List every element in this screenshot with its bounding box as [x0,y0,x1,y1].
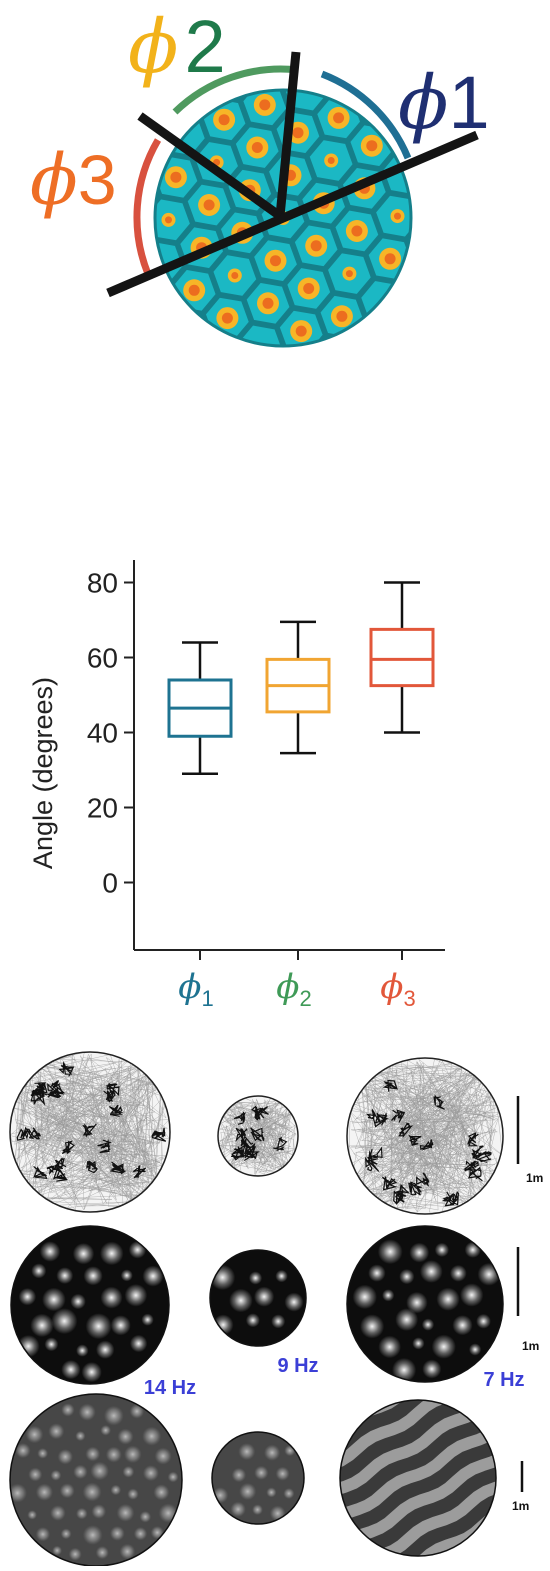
angle-box-plot: 0 20 40 60 80 Angle (degrees) ϕ1 ϕ2 ϕ3 [28,560,445,1011]
y-tick-label: 20 [87,793,118,824]
phi1-label: ϕ1 [398,60,490,146]
box-2 [265,620,331,755]
x-tick-labels: ϕ1 ϕ2 ϕ3 [178,967,415,1011]
x-tick-label: ϕ3 [380,967,415,1011]
phi1-arc [320,70,412,160]
axis-line-main [106,130,479,298]
phi2-arc [172,65,299,115]
map-4 [10,1225,170,1385]
disc-rim [153,88,413,348]
box-plot-panel: 0 20 40 60 80 Angle (degrees) ϕ1 ϕ2 ϕ3 [0,540,550,1020]
phi3-arc [133,138,162,276]
y-tick-label: 60 [87,643,118,674]
map-1 [9,1051,171,1213]
scale-label-row2: 1m [522,1339,539,1353]
map-8 [211,1431,305,1525]
box-1 [167,641,233,775]
box-3 [369,581,435,734]
rate-maps-panel: 14 Hz 9 Hz 7 Hz 1m 1m 1m [0,1050,550,1567]
phase-diagram: ϕ1 ϕ2 ϕ3 [30,4,490,348]
y-tick-label: 0 [102,868,118,899]
phi3-label: ϕ3 [30,139,117,221]
axis-line-upper [275,51,301,217]
y-tick-label: 80 [87,568,118,599]
scale-bar-row2: 1m [516,1247,539,1353]
x-axis [134,949,445,960]
x-tick-label: ϕ2 [276,967,311,1011]
y-tick-label: 40 [87,718,118,749]
map-7 [9,1393,183,1567]
boxes [167,581,435,775]
map-9 [339,1399,497,1557]
scale-label-row3: 1m [512,1499,529,1513]
y-axis: 0 20 40 60 80 [87,560,135,950]
map-3 [346,1057,504,1215]
map-5 [209,1249,307,1347]
freq-label-9hz: 9 Hz [277,1355,318,1377]
phase-diagram-panel: ϕ1 ϕ2 ϕ3 [0,0,550,360]
map-6 [346,1225,504,1383]
iqr-box [369,627,435,688]
scale-bar-row1: 1m [516,1096,543,1185]
map-2 [217,1095,299,1177]
freq-label-7hz: 7 Hz [483,1369,524,1391]
scale-bar-row3: 1m [512,1461,529,1513]
map-grid [9,1051,504,1567]
freq-label-14hz: 14 Hz [144,1377,196,1399]
x-tick-label: ϕ1 [178,967,213,1011]
y-axis-label: Angle (degrees) [28,677,58,869]
phi2-label: ϕ2 [128,4,226,90]
scale-label-row1: 1m [526,1171,543,1185]
axis-line-left [137,112,283,220]
rate-maps: 14 Hz 9 Hz 7 Hz 1m 1m 1m [9,1051,543,1567]
